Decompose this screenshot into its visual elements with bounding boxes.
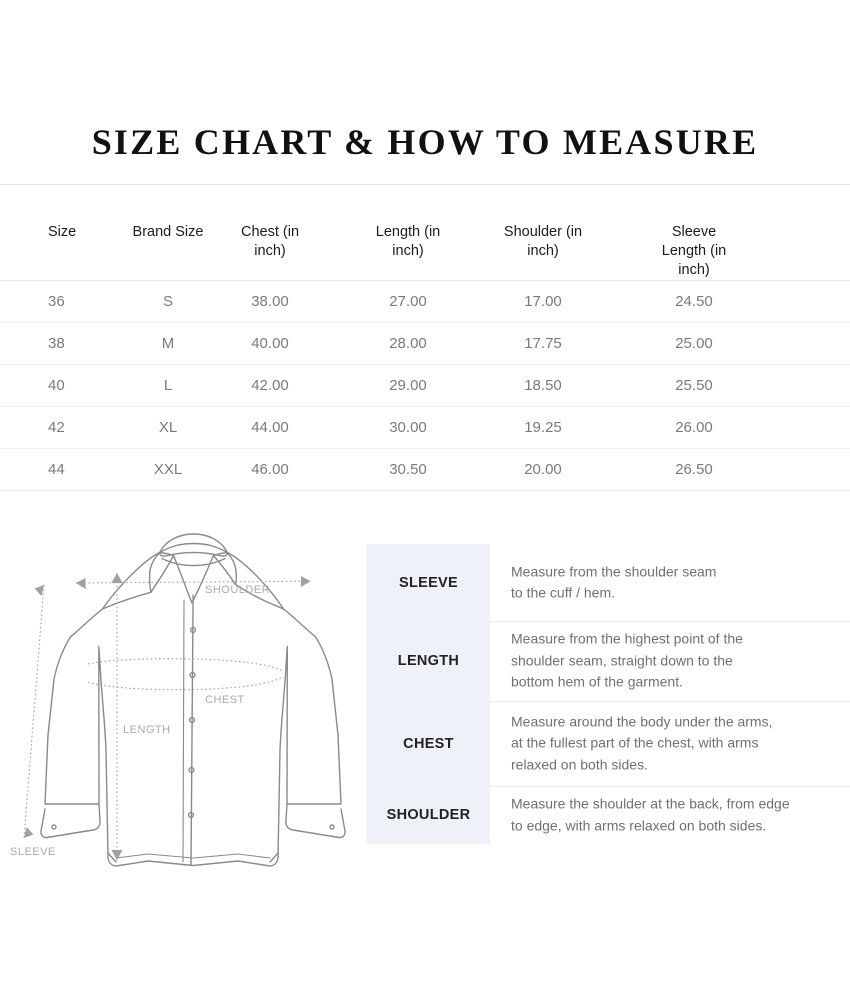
svg-text:SLEEVE: SLEEVE [10, 846, 56, 858]
